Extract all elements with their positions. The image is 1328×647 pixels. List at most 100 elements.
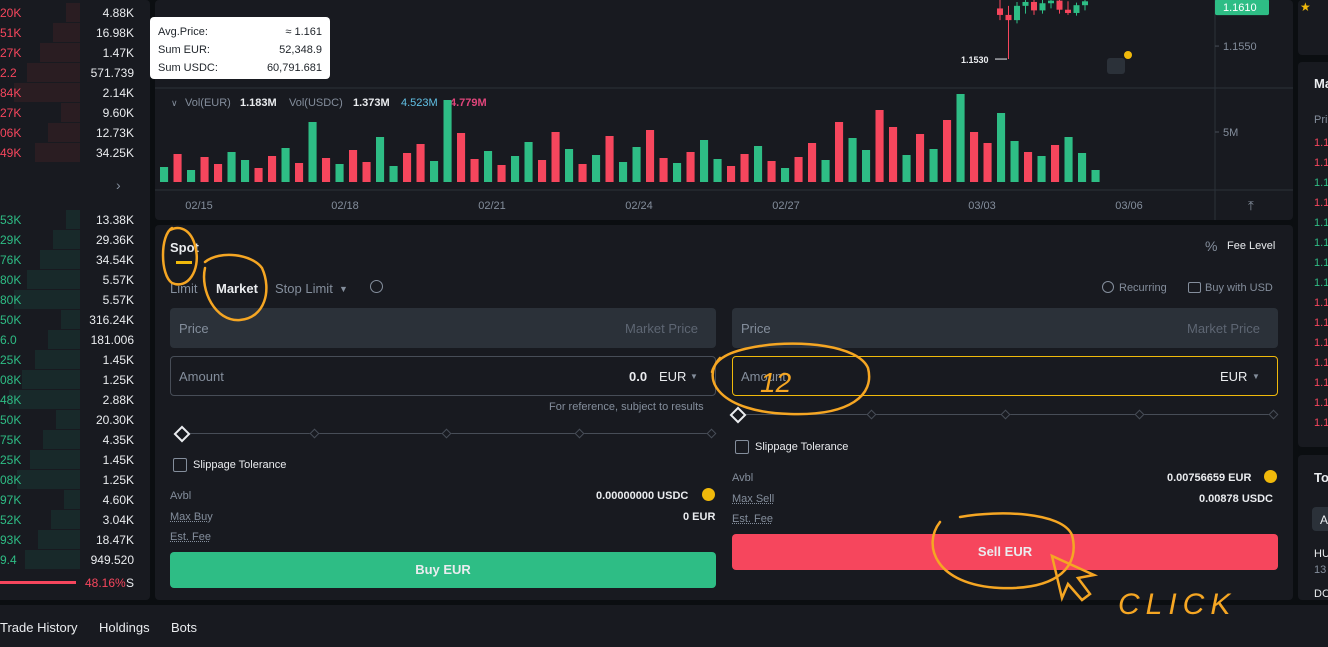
buy-amount-label: Amount — [179, 369, 224, 384]
volume-bar — [551, 132, 560, 182]
order-book: 20K 4.88K 51K 16.98K 27K 1.47K 2.2 571.739 84K 2.… — [0, 0, 150, 600]
volume-bar — [268, 156, 277, 182]
volume-bar — [713, 159, 722, 182]
slider-step — [309, 428, 319, 439]
slider-step — [706, 428, 717, 439]
max-sell-label: Max Sell — [732, 493, 775, 505]
order-amount: 1.47K — [102, 46, 134, 60]
sell-slippage: Slippage Tolerance — [755, 441, 849, 453]
candle-body — [1082, 1, 1088, 6]
right-panel: ★ Ma Pri To A HU 13 DC 1.1 1.1 1.1 1.1 1.1 1.… — [1298, 0, 1328, 600]
depth-bar — [48, 330, 80, 349]
trade-history-tab[interactable]: Trade History — [0, 620, 78, 635]
sell-unit[interactable]: EUR — [1220, 369, 1248, 384]
volume-bar — [565, 149, 574, 182]
order-price: 80K — [0, 273, 22, 287]
tooltip-value: 60,791.681 — [266, 62, 322, 74]
tooltip-label: Sum USDC: — [158, 62, 218, 74]
fee-level[interactable]: Fee Level — [1227, 240, 1276, 252]
volume-bar — [1010, 141, 1019, 182]
order-price: 93K — [0, 533, 22, 547]
volume-legend: 4.523M — [401, 97, 438, 109]
info-icon[interactable] — [370, 280, 383, 293]
order-price: 27K — [0, 46, 22, 60]
stop-limit-tab[interactable]: Stop Limit — [275, 281, 333, 296]
volume-bar — [538, 160, 547, 182]
volume-bar — [862, 150, 871, 182]
recurring[interactable]: Recurring — [1119, 282, 1167, 294]
buy-slippage: Slippage Tolerance — [193, 459, 287, 471]
depth-bar — [56, 410, 80, 429]
buy-with[interactable]: Buy with USD — [1205, 282, 1273, 294]
tooltip-value: 52,348.9 — [279, 44, 322, 56]
legend-caret: ∨ — [171, 98, 178, 108]
order-price: 53K — [0, 213, 22, 227]
volume-bar — [281, 148, 290, 182]
slider-step — [866, 409, 877, 420]
bots-tab[interactable]: Bots — [171, 620, 198, 635]
order-amount: 5.57K — [102, 273, 134, 287]
volume-bar — [322, 158, 331, 182]
buy-avbl-value: 0.00000000 USDC — [596, 490, 689, 502]
price-tick-label: 1.1610 — [1223, 2, 1257, 14]
max-buy-value: 0 EUR — [683, 511, 716, 523]
volume-bar — [160, 167, 169, 182]
order-amount: 34.54K — [95, 253, 134, 267]
market-tab[interactable]: Market — [216, 281, 258, 296]
order-price: 2.2 — [0, 66, 17, 80]
order-amount: 2.14K — [102, 86, 134, 100]
sell-marker: S — [126, 576, 135, 590]
market-price: 1.1 — [1314, 417, 1328, 429]
volume-bar — [457, 133, 466, 182]
buy-unit[interactable]: EUR — [659, 369, 687, 384]
buy-button[interactable] — [170, 552, 716, 588]
filter-button[interactable] — [1312, 507, 1328, 531]
scale-icon: ⤒ — [1248, 198, 1254, 213]
order-price: 51K — [0, 26, 22, 40]
order-amount: 181.006 — [90, 333, 134, 347]
limit-tab[interactable]: Limit — [170, 281, 198, 296]
market-price: 1.1 — [1314, 177, 1328, 189]
volume-bar — [929, 149, 938, 182]
depth-bar — [53, 230, 80, 249]
volume-bar — [754, 146, 763, 182]
buy-button-label[interactable]: Buy EUR — [415, 562, 471, 577]
holdings-tab[interactable]: Holdings — [99, 620, 150, 635]
sell-price-input[interactable] — [732, 308, 1278, 348]
tab-indicator — [176, 261, 192, 264]
volume-bar — [254, 168, 263, 182]
sell-amount-input[interactable] — [732, 356, 1278, 396]
volume-bar — [619, 162, 628, 182]
order-price: 84K — [0, 86, 22, 100]
candle-body — [1073, 5, 1080, 13]
sell-slippage-checkbox[interactable] — [735, 440, 749, 454]
markets-title: Ma — [1314, 76, 1328, 91]
volume-bar — [673, 163, 682, 182]
buy-slippage-checkbox[interactable] — [173, 458, 187, 472]
volume-bar — [916, 134, 925, 182]
volume-bar — [578, 164, 587, 182]
markets-panel — [1298, 62, 1328, 447]
volume-bar — [659, 158, 668, 182]
sell-avbl-label: Avbl — [732, 472, 754, 484]
volume-bar — [187, 170, 196, 182]
add-funds[interactable] — [1264, 470, 1277, 483]
market-price: 1.1 — [1314, 317, 1328, 329]
depth-bar — [64, 490, 80, 509]
order-amount: 2.88K — [102, 393, 134, 407]
sell-price-hint: Market Price — [1187, 321, 1260, 336]
filter-label[interactable]: A — [1320, 513, 1328, 527]
sell-slider[interactable] — [729, 406, 1279, 424]
date-label: 03/06 — [1115, 200, 1143, 212]
candle-body — [1039, 3, 1046, 11]
low-marker-label: 1.1530 — [961, 55, 989, 65]
buy-slider[interactable] — [173, 425, 717, 443]
volume-bar — [511, 156, 520, 182]
depth-bar — [43, 430, 80, 449]
add-funds[interactable] — [702, 488, 715, 501]
unit-caret: ▼ — [690, 372, 698, 381]
sell-button-label[interactable]: Sell EUR — [977, 544, 1033, 559]
order-price: 9.4 — [0, 553, 17, 567]
spot-tab[interactable]: Spot — [170, 240, 199, 255]
order-amount: 12.73K — [95, 126, 134, 140]
